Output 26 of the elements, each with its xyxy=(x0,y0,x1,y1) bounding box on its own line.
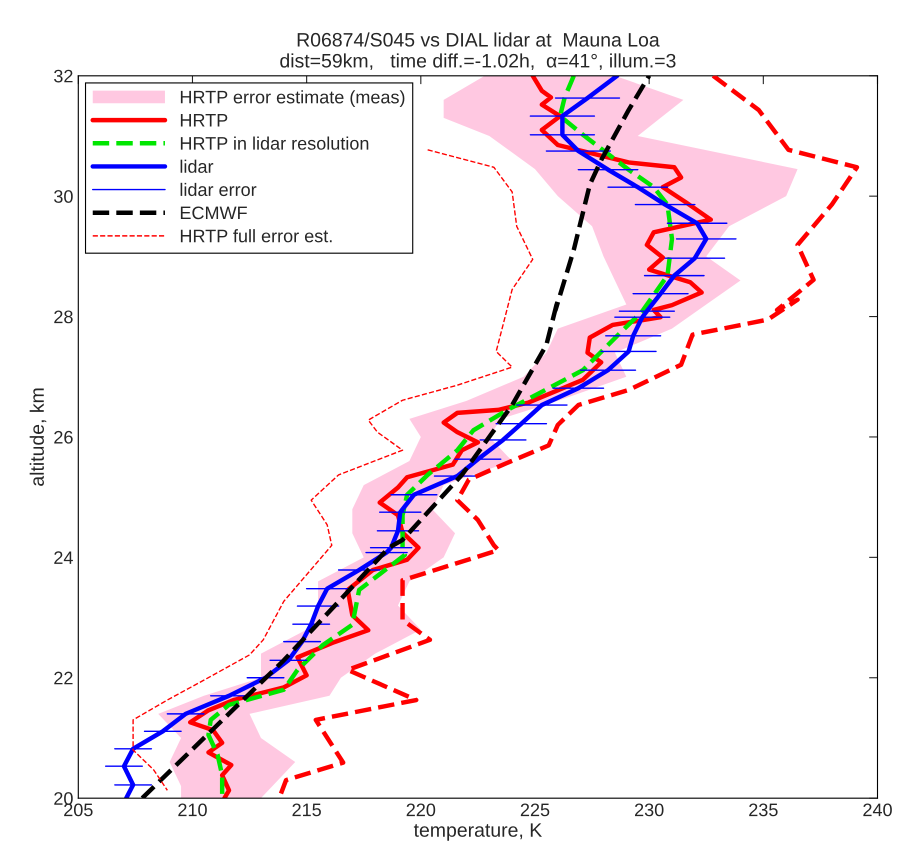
legend-label: HRTP error estimate (meas) xyxy=(180,90,404,108)
legend-label: HRTP in lidar resolution xyxy=(180,136,368,150)
x-tick-label: 230 xyxy=(635,803,664,816)
x-tick-label: 205 xyxy=(64,803,93,816)
y-tick-label: 20 xyxy=(54,792,73,805)
y-axis-title: altitude, km xyxy=(30,388,46,486)
x-tick-label: 215 xyxy=(292,803,321,816)
y-tick-label: 24 xyxy=(54,551,73,564)
x-tick-label: 240 xyxy=(863,803,892,816)
line-series xyxy=(132,149,534,792)
x-tick-label: 225 xyxy=(520,803,550,816)
legend-label: lidar error xyxy=(180,182,256,196)
legend-label: ECMWF xyxy=(180,206,247,220)
x-tick-label: 220 xyxy=(406,803,436,816)
y-tick-label: 26 xyxy=(54,430,73,444)
chart-title: R06874/S045 vs DIAL lidar at Mauna Loa dist=59km, time diff.=-1.02h, α=41°, illum.=3 xyxy=(280,32,676,70)
y-tick-label: 32 xyxy=(54,70,73,82)
x-tick-label: 235 xyxy=(749,803,778,816)
y-tick-label: 30 xyxy=(54,190,73,203)
y-tick-label: 28 xyxy=(54,310,73,324)
legend-label: HRTP full error est. xyxy=(180,229,332,242)
x-axis-title: temperature, K xyxy=(414,823,542,841)
y-tick-label: 22 xyxy=(54,672,73,684)
legend-label: lidar xyxy=(180,160,214,173)
x-tick-label: 210 xyxy=(178,803,207,816)
legend-label: HRTP xyxy=(180,114,228,126)
